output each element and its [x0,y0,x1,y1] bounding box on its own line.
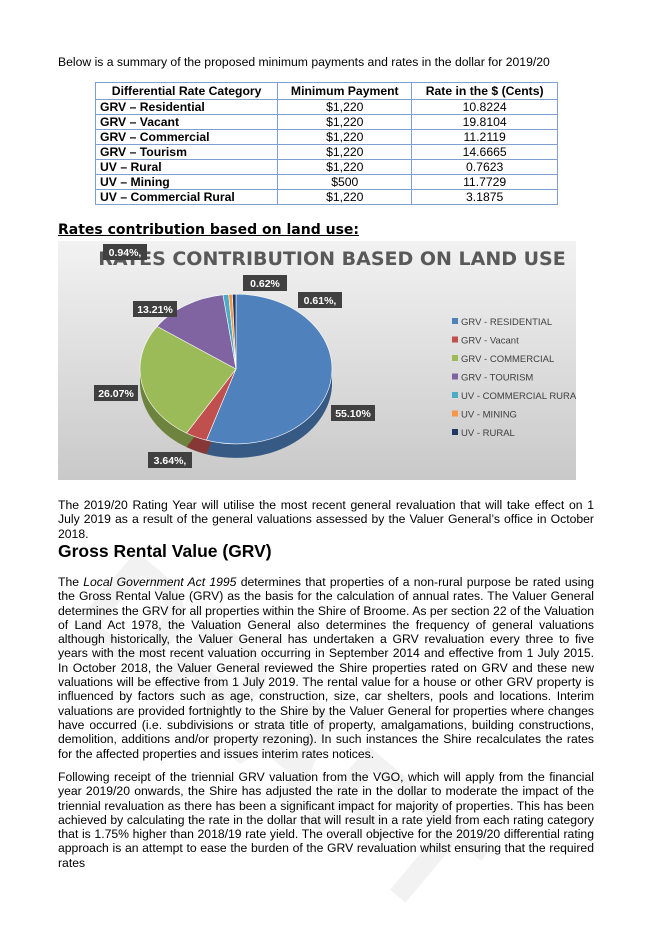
label-text: 26.07% [98,388,134,400]
pie-chart: RATES CONTRIBUTION BASED ON LAND USE 55.… [58,241,576,480]
table-cell: GRV – Residential [94,99,279,115]
label-text: 0.94%, [109,247,142,259]
table-cell: UV – Commercial Rural [94,189,279,205]
table-row: GRV – Vacant $1,220 19.8104 [94,114,558,130]
text: The [58,575,84,589]
table-row: UV – Mining $500 11.7729 [94,174,558,190]
table-cell: 19.8104 [411,114,558,130]
label-box [331,405,375,421]
legend-swatch [452,392,458,398]
table-cell: 10.8224 [411,99,558,115]
label-text: 0.61%, [304,295,337,307]
table-row: GRV – Residential $1,220 10.8224 [94,99,558,115]
pie-slice [205,293,333,445]
table-cell: $1,220 [277,189,413,205]
act-name: Local Government Act 1995 [83,575,237,589]
legend-label: GRV - Vacant [461,336,519,347]
table-cell: Differential Rate Category [94,82,279,100]
table-cell: GRV – Commercial [94,129,279,145]
rates-table: Differential Rate Category Minimum Paymen… [94,82,558,205]
table-cell: $500 [277,174,413,190]
label-text: 13.21% [137,304,173,316]
table-row: UV – Rural $1,220 0.7623 [94,159,558,175]
table-cell: UV – Rural [94,159,279,175]
legend-label: UV - RURAL [461,428,515,439]
legend-label: GRV - COMMERCIAL [461,354,554,365]
table-cell: 11.7729 [411,174,558,190]
label-text: 55.10% [335,408,371,420]
table-row: UV – Commercial Rural $1,220 3.1875 [94,189,558,205]
table-cell: 3.1875 [411,189,558,205]
data-label: 0.62% [243,275,287,291]
intro-text: Below is a summary of the proposed minim… [58,55,550,69]
table-cell: Minimum Payment [277,82,413,100]
text: determines that properties of a non-rura… [58,575,594,761]
chart-heading: Rates contribution based on land use: [58,222,359,238]
legend-swatch [452,336,458,343]
table-cell: $1,220 [277,129,413,145]
legend-swatch [452,429,458,435]
data-label: 0.61%, [298,292,342,308]
table-cell: 14.6665 [411,144,558,160]
table-cell: GRV – Tourism [94,144,279,160]
paragraph: The Local Government Act 1995 determines… [58,575,594,761]
data-label: 26.07% [94,385,138,401]
label-text: 0.62% [250,278,280,290]
table-cell: GRV – Vacant [94,114,279,130]
label-text: 3.64%, [154,455,187,467]
legend-swatch [452,373,458,380]
table-row: Differential Rate Category Minimum Paymen… [94,82,558,100]
table-cell: $1,220 [277,114,413,130]
data-label: 55.10% [331,405,375,421]
table-cell: Rate in the $ (Cents) [411,82,558,100]
page: DRAFT Below is a summary of the proposed… [47,55,594,947]
legend-swatch [452,318,458,324]
data-label: 13.21% [133,301,177,317]
chart-title: RATES CONTRIBUTION BASED ON LAND USE [98,248,565,270]
table-cell: $1,220 [277,144,413,160]
table-cell: 0.7623 [411,159,558,175]
label-box [243,275,287,291]
legend-swatch [452,410,458,417]
label-box [148,452,192,468]
table-cell: $1,220 [277,159,413,175]
section-heading: Gross Rental Value (GRV) [58,541,272,561]
paragraph: The 2019/20 Rating Year will utilise the… [58,498,594,541]
pie-slice [139,325,237,434]
legend-label: UV - COMMERCIAL RURAL [461,391,576,402]
table-row: GRV – Tourism $1,220 14.6665 [94,144,558,160]
data-label: 0.94%, [103,244,147,260]
table-cell: 11.2119 [411,129,558,145]
table-cell: UV – Mining [94,174,279,190]
legend-label: GRV - TOURISM [461,373,533,384]
table-cell: $1,220 [277,99,413,115]
legend-label: UV - MINING [461,410,517,421]
pie-slice [232,293,237,370]
label-box [298,292,342,308]
legend-label: GRV - RESIDENTIAL [461,317,552,328]
paragraph: Following receipt of the triennial GRV v… [58,770,594,870]
label-box [133,301,177,317]
table-row: GRV – Commercial $1,220 11.2119 [94,129,558,145]
data-label: 3.64%, [148,452,192,468]
label-box [94,385,138,401]
legend-swatch [452,355,458,361]
label-box [103,244,147,260]
